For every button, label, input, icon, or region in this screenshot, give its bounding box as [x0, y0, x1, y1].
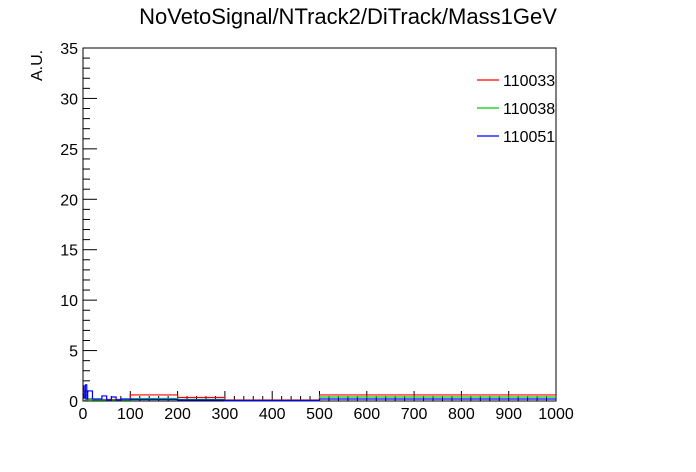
x-axis: 0 100 200 300 400 500 600 700 800 900 1000 — [79, 391, 574, 423]
y-tick-label: 25 — [60, 142, 78, 159]
x-tick-label: 1000 — [538, 406, 574, 423]
legend: 110033 110038 110051 — [477, 73, 555, 146]
y-tick-label: 35 — [60, 41, 78, 58]
x-tick-label: 900 — [495, 406, 522, 423]
legend-label: 110033 — [503, 73, 555, 90]
x-tick-label: 400 — [259, 406, 286, 423]
x-tick-label: 0 — [79, 406, 88, 423]
x-tick-label: 700 — [401, 406, 428, 423]
chart-title: NoVetoSignal/NTrack2/DiTrack/Mass1GeV — [139, 4, 557, 29]
y-tick-label: 5 — [69, 344, 78, 361]
y-axis-label: A.U. — [29, 50, 46, 81]
y-tick-label: 15 — [60, 243, 78, 260]
plot-frame — [82, 47, 557, 402]
y-tick-label: 0 — [69, 394, 78, 411]
y-tick-label: 20 — [60, 192, 78, 209]
x-tick-label: 100 — [117, 406, 144, 423]
y-axis: 0 5 10 15 20 25 30 35 — [60, 41, 97, 411]
y-tick-label: 10 — [60, 293, 78, 310]
x-tick-label: 500 — [306, 406, 333, 423]
x-tick-label: 600 — [353, 406, 380, 423]
x-tick-label: 300 — [212, 406, 239, 423]
series-line-110051 — [83, 384, 556, 402]
x-tick-label: 200 — [164, 406, 191, 423]
series-layer — [83, 384, 556, 402]
x-tick-label: 800 — [448, 406, 475, 423]
y-tick-label: 30 — [60, 91, 78, 108]
legend-label: 110038 — [503, 101, 555, 118]
legend-label: 110051 — [503, 129, 555, 146]
